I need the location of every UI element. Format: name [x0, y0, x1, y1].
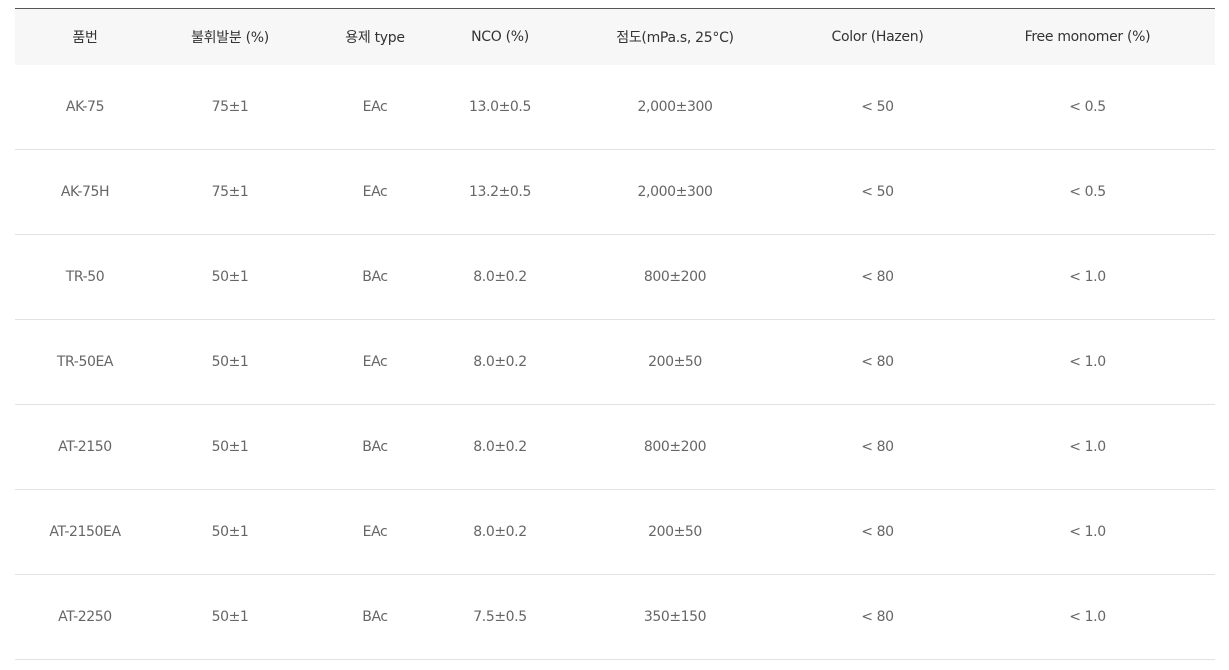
cell-color: < 50 — [795, 65, 960, 150]
cell-product-code: AT-2150 — [15, 404, 155, 490]
cell-nonvolatile: 75±1 — [155, 65, 305, 150]
cell-solvent-type: BAc — [305, 404, 445, 490]
cell-free-monomer: < 1.0 — [960, 404, 1215, 490]
header-nco: NCO (%) — [445, 8, 555, 65]
cell-solvent-type: EAc — [305, 319, 445, 405]
cell-color: < 80 — [795, 489, 960, 575]
cell-color: < 80 — [795, 574, 960, 660]
cell-free-monomer: < 0.5 — [960, 149, 1215, 235]
cell-viscosity: 800±200 — [555, 404, 795, 490]
header-row: 품번 불휘발분 (%) 용제 type NCO (%) 점도(mPa.s, 25… — [15, 8, 1215, 65]
cell-solvent-type: BAc — [305, 574, 445, 660]
cell-free-monomer: < 1.0 — [960, 319, 1215, 405]
cell-nco: 8.0±0.2 — [445, 319, 555, 405]
table-row: AK-75 75±1 EAc 13.0±0.5 2,000±300 < 50 <… — [15, 65, 1215, 150]
cell-nco: 13.2±0.5 — [445, 149, 555, 235]
cell-color: < 50 — [795, 149, 960, 235]
cell-color: < 80 — [795, 234, 960, 320]
cell-nonvolatile: 75±1 — [155, 149, 305, 235]
cell-nonvolatile: 50±1 — [155, 574, 305, 660]
cell-free-monomer: < 1.0 — [960, 234, 1215, 320]
cell-nco: 8.0±0.2 — [445, 489, 555, 575]
table-row: AK-75H 75±1 EAc 13.2±0.5 2,000±300 < 50 … — [15, 149, 1215, 235]
cell-free-monomer: < 1.0 — [960, 574, 1215, 660]
cell-viscosity: 200±50 — [555, 319, 795, 405]
table-body: AK-75 75±1 EAc 13.0±0.5 2,000±300 < 50 <… — [15, 65, 1215, 660]
cell-viscosity: 200±50 — [555, 489, 795, 575]
cell-product-code: AK-75H — [15, 149, 155, 235]
cell-free-monomer: < 0.5 — [960, 65, 1215, 150]
header-solvent-type: 용제 type — [305, 8, 445, 65]
table-row: AT-2150EA 50±1 EAc 8.0±0.2 200±50 < 80 <… — [15, 489, 1215, 575]
table-row: TR-50 50±1 BAc 8.0±0.2 800±200 < 80 < 1.… — [15, 234, 1215, 320]
header-nonvolatile: 불휘발분 (%) — [155, 8, 305, 65]
cell-nco: 8.0±0.2 — [445, 234, 555, 320]
cell-color: < 80 — [795, 404, 960, 490]
cell-free-monomer: < 1.0 — [960, 489, 1215, 575]
cell-color: < 80 — [795, 319, 960, 405]
cell-viscosity: 350±150 — [555, 574, 795, 660]
cell-viscosity: 800±200 — [555, 234, 795, 320]
header-free-monomer: Free monomer (%) — [960, 8, 1215, 65]
cell-solvent-type: EAc — [305, 149, 445, 235]
cell-nonvolatile: 50±1 — [155, 404, 305, 490]
cell-solvent-type: EAc — [305, 489, 445, 575]
header-product-code: 품번 — [15, 8, 155, 65]
cell-product-code: AT-2250 — [15, 574, 155, 660]
cell-product-code: TR-50 — [15, 234, 155, 320]
cell-product-code: AT-2150EA — [15, 489, 155, 575]
cell-product-code: AK-75 — [15, 65, 155, 150]
cell-nonvolatile: 50±1 — [155, 489, 305, 575]
cell-viscosity: 2,000±300 — [555, 65, 795, 150]
cell-nco: 13.0±0.5 — [445, 65, 555, 150]
cell-nonvolatile: 50±1 — [155, 319, 305, 405]
header-color: Color (Hazen) — [795, 8, 960, 65]
table-row: AT-2150 50±1 BAc 8.0±0.2 800±200 < 80 < … — [15, 404, 1215, 490]
table-row: AT-2250 50±1 BAc 7.5±0.5 350±150 < 80 < … — [15, 574, 1215, 660]
cell-nco: 8.0±0.2 — [445, 404, 555, 490]
cell-product-code: TR-50EA — [15, 319, 155, 405]
table-row: TR-50EA 50±1 EAc 8.0±0.2 200±50 < 80 < 1… — [15, 319, 1215, 405]
header-viscosity: 점도(mPa.s, 25°C) — [555, 8, 795, 65]
cell-nonvolatile: 50±1 — [155, 234, 305, 320]
cell-nco: 7.5±0.5 — [445, 574, 555, 660]
cell-solvent-type: EAc — [305, 65, 445, 150]
product-spec-table: 품번 불휘발분 (%) 용제 type NCO (%) 점도(mPa.s, 25… — [15, 8, 1215, 660]
table-header: 품번 불휘발분 (%) 용제 type NCO (%) 점도(mPa.s, 25… — [15, 8, 1215, 65]
cell-viscosity: 2,000±300 — [555, 149, 795, 235]
cell-solvent-type: BAc — [305, 234, 445, 320]
